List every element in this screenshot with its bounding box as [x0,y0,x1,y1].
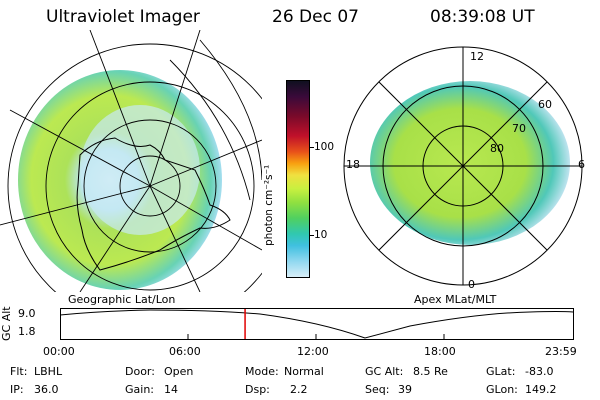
info-dsp-key: Dsp: [245,383,270,396]
info-ip-key: IP: [10,383,24,396]
timeline-ylabel: GC Alt [0,306,13,341]
mlat-label-80: 80 [490,142,504,155]
timeline-xtick-1200: 12:00 [297,345,329,358]
geographic-map [0,30,262,292]
mlt-label-12: 12 [470,50,484,63]
timeline-xtick-1800: 18:00 [424,345,456,358]
info-ip-value: 36.0 [34,383,59,396]
magnetic-polar-plot: 12 0 18 6 60 70 80 [343,46,585,291]
lat-lon-grid [0,30,262,292]
colorbar-ticks [309,80,315,276]
info-gain-key: Gain: [125,383,154,396]
info-mode-value: Normal [284,365,324,378]
info-gain-value: 14 [164,383,178,396]
instrument-title: Ultraviolet Imager [46,7,200,27]
info-gcalt-value: 8.5 Re [413,365,448,378]
mlt-label-6: 6 [578,158,585,171]
observation-date: 26 Dec 07 [272,7,359,27]
info-glat-key: GLat: [486,365,516,378]
info-door-value: Open [164,365,194,378]
info-seq-key: Seq: [365,383,390,396]
info-mode-key: Mode: [245,365,279,378]
right-panel-label: Apex MLat/MLT [414,293,497,306]
colorbar-tick-10: 10 [314,229,328,241]
timeline-xtick-2359: 23:59 [545,345,577,358]
timeline-xtick-0000: 00:00 [43,345,75,358]
timeline-ytick-1-8: 1.8 [18,325,36,338]
mlat-label-70: 70 [512,122,526,135]
mlat-mlt-grid [343,46,583,286]
timeline-ytick-9: 9.0 [18,307,36,320]
info-glat-value: -83.0 [525,365,554,378]
left-panel-label: Geographic Lat/Lon [68,293,176,306]
timeline-xtick-0600: 06:00 [169,345,201,358]
info-door-key: Door: [125,365,155,378]
coastline [76,137,231,271]
altitude-curve [60,309,574,339]
observation-time: 08:39:08 UT [430,7,535,27]
info-flt-key: Flt: [10,365,28,378]
info-seq-value: 39 [398,383,412,396]
info-gcalt-key: GC Alt: [365,365,404,378]
altitude-timeline [60,308,574,340]
info-flt-value: LBHL [34,365,63,378]
info-glon-key: GLon: [486,383,518,396]
colorbar-tick-100: 100 [314,141,335,153]
mlt-label-0: 0 [468,278,475,291]
mlt-label-18: 18 [346,158,360,171]
mlat-label-60: 60 [538,98,552,111]
aurora-oval-right [370,81,570,245]
info-dsp-value: 2.2 [290,383,308,396]
info-glon-value: 149.2 [525,383,557,396]
colorbar [286,80,310,278]
colorbar-unit-label: photon cm⁻²s⁻¹ [263,164,275,246]
